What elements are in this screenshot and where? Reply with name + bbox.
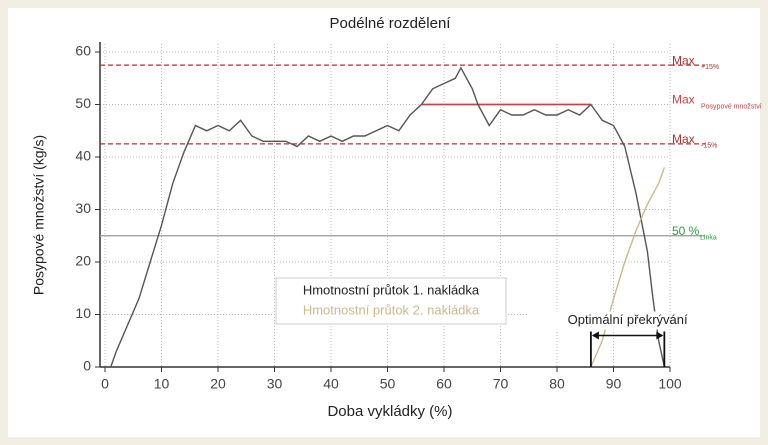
reference-sublabel: Posypové množství (701, 103, 762, 110)
chart-title: Podélné rozdělení (330, 15, 452, 32)
x-tick-label: 20 (210, 376, 226, 392)
y-tick-label: 30 (75, 200, 91, 216)
x-axis-label: Doba vykládky (%) (327, 403, 452, 420)
y-tick-label: 50 (75, 95, 91, 111)
x-tick-label: 50 (380, 376, 396, 392)
overlap-label: Optimální překrývání (568, 312, 688, 327)
x-tick-label: 60 (436, 376, 452, 392)
y-tick-label: 20 (75, 253, 91, 269)
x-tick-label: 70 (493, 376, 509, 392)
reference-label: 50 % (672, 224, 700, 238)
reference-sublabel: Linka (700, 235, 717, 242)
y-tick-label: 40 (75, 148, 91, 164)
legend-entry: Hmotnostní průtok 2. nakládka (303, 302, 480, 317)
y-axis-label: Posypové množství (kg/s) (31, 135, 47, 295)
legend-entry: Hmotnostní průtok 1. nakládka (303, 282, 480, 297)
x-tick-label: 0 (101, 376, 109, 392)
reference-label: Max (672, 53, 695, 67)
x-tick-label: 80 (549, 376, 565, 392)
y-tick-label: 60 (75, 43, 91, 59)
reference-sublabel: +15% (701, 64, 719, 71)
data-line (590, 167, 666, 368)
x-tick-label: 40 (323, 376, 339, 392)
panel (8, 8, 760, 437)
reference-sublabel: -15% (701, 143, 717, 150)
legend-box (275, 277, 507, 325)
x-tick-label: 10 (154, 376, 170, 392)
y-tick-label: 10 (75, 305, 91, 321)
y-tick-label: 0 (83, 358, 91, 374)
x-tick-label: 30 (267, 376, 283, 392)
overlap-label-bg (528, 311, 669, 330)
reference-label: Max (672, 132, 695, 146)
data-line (105, 66, 666, 368)
x-tick-label: 90 (606, 376, 622, 392)
reference-label: Max (672, 93, 695, 107)
x-tick-label: 100 (658, 376, 682, 392)
